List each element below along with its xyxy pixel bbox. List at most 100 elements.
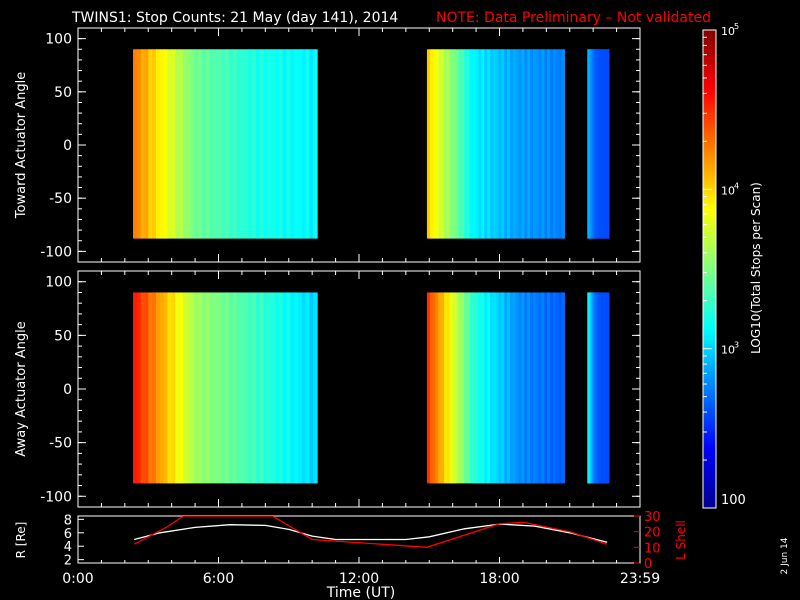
heatmap-column: [535, 49, 540, 239]
heatmap-column: [464, 292, 468, 484]
heatmap-column: [544, 292, 548, 484]
l-shell-series-line: [133, 516, 608, 548]
heatmap-column: [259, 49, 264, 239]
heatmap-column: [532, 292, 537, 484]
heatmap-column: [194, 292, 199, 484]
heatmap-column: [512, 292, 517, 484]
heatmap-column: [202, 49, 207, 239]
heatmap-column: [449, 292, 454, 484]
heatmap-column: [441, 49, 445, 239]
heatmap-column: [467, 292, 471, 484]
heatmap-column: [504, 292, 508, 484]
heatmap-column: [209, 292, 215, 484]
heatmap-column: [290, 292, 295, 484]
heatmap-column: [221, 292, 226, 484]
heatmap-column: [552, 292, 557, 484]
heatmap-column: [167, 292, 172, 484]
heatmap-column: [555, 49, 560, 239]
heatmap-column: [608, 49, 610, 239]
heatmap-column: [558, 292, 563, 484]
heatmap-column: [426, 49, 431, 239]
heatmap-column: [267, 292, 272, 484]
y-right-tick-label: 10: [644, 541, 661, 556]
heatmap-column: [267, 49, 272, 239]
heatmap-column: [171, 292, 176, 484]
y-tick-label: -100: [40, 489, 72, 505]
heatmap-column: [248, 49, 253, 239]
heatmap-column: [530, 292, 534, 484]
y-tick-label: 4: [64, 540, 72, 555]
preliminary-note: NOTE: Data Preliminary – Not validated: [436, 10, 711, 26]
heatmap-column: [225, 292, 230, 484]
heatmap-column: [198, 292, 203, 484]
colorbar-tick-label: 10: [721, 25, 735, 38]
heatmap-column: [478, 49, 482, 239]
heatmap-column: [148, 49, 153, 239]
heatmap-column: [263, 292, 268, 484]
heatmap-column: [198, 49, 203, 239]
heatmap-column: [507, 49, 511, 239]
heatmap-column: [512, 49, 517, 239]
r-series-line: [134, 523, 608, 543]
heatmap-column: [244, 49, 249, 239]
time-axis: Time (UT) 0:00 6:00 12:00 18:00 23:59: [62, 571, 660, 600]
heatmap-column: [475, 292, 480, 484]
heatmap-column: [521, 49, 525, 239]
heatmap-column: [236, 49, 241, 239]
y-tick-label: 50: [54, 328, 72, 344]
chart-title: TWINS1: Stop Counts: 21 May (day 141), 2…: [71, 10, 398, 26]
l-shell-axis-label: L Shell: [674, 520, 688, 560]
y-tick-label: -50: [49, 436, 72, 452]
heatmap-column: [152, 292, 157, 484]
heatmap-column: [521, 292, 525, 484]
heatmap-column: [301, 49, 307, 239]
heatmap-column: [271, 292, 276, 484]
heatmap-segment: [587, 292, 610, 484]
heatmap-column: [429, 292, 434, 484]
heatmap-column: [213, 292, 218, 484]
heatmap-column: [163, 49, 169, 239]
heatmap-column: [313, 49, 318, 239]
heatmap-column: [190, 292, 195, 484]
heatmap-column: [175, 49, 180, 239]
y-axis-label: Toward Actuator Angle: [14, 72, 29, 219]
heatmap-column: [144, 49, 149, 239]
x-tick-label: 0:00: [62, 571, 93, 587]
heatmap-column: [444, 292, 448, 484]
heatmap-column: [461, 292, 465, 484]
y-right-tick-label: 30: [644, 510, 661, 525]
heatmap-column: [294, 292, 299, 484]
heatmap-column: [518, 292, 522, 484]
heatmap-column: [282, 292, 288, 484]
heatmap-column: [190, 49, 195, 239]
heatmap-column: [152, 49, 157, 239]
heatmap-column: [467, 49, 471, 239]
heatmap-column: [221, 49, 226, 239]
heatmap-column: [156, 292, 161, 484]
heatmap-column: [248, 292, 253, 484]
heatmap-column: [217, 49, 222, 239]
colorbar-label: LOG10(Total Stops per Scan): [749, 182, 763, 354]
heatmap-column: [438, 292, 442, 484]
x-tick-label: 12:00: [339, 571, 379, 587]
heatmap-column: [309, 292, 314, 484]
heatmap-column: [305, 49, 311, 239]
heatmap-column: [501, 292, 505, 484]
y-tick-label: 2: [64, 554, 72, 569]
heatmap-column: [449, 49, 454, 239]
heatmap-column: [290, 49, 295, 239]
heatmap-column: [271, 49, 276, 239]
heatmap-column: [550, 292, 554, 484]
heatmap-segment: [426, 49, 565, 239]
heatmap-column: [240, 49, 245, 239]
heatmap-column: [313, 292, 318, 484]
heatmap-column: [228, 49, 234, 239]
heatmap-column: [461, 49, 465, 239]
heatmap-column: [136, 49, 142, 239]
heatmap-column: [489, 49, 494, 239]
y-tick-label: 0: [63, 382, 72, 398]
heatmap-column: [133, 292, 138, 484]
heatmap-column: [274, 49, 280, 239]
heatmap-column: [458, 292, 462, 484]
